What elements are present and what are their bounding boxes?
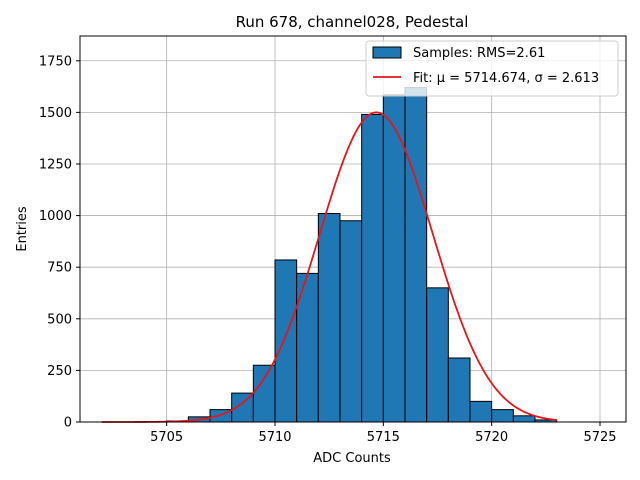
legend: Samples: RMS=2.61 Fit: μ = 5714.674, σ =…	[365, 40, 619, 97]
y-tick-label: 1250	[39, 157, 72, 172]
y-tick-label: 500	[47, 312, 72, 327]
y-tick-label: 250	[47, 364, 72, 379]
histogram-bar	[426, 287, 449, 423]
legend-box	[365, 40, 619, 97]
legend-swatch-samples	[372, 46, 402, 59]
chart-title: Run 678, channel028, Pedestal	[236, 13, 469, 31]
y-tick-label: 750	[47, 261, 72, 276]
y-tick-label: 0	[64, 416, 72, 431]
y-axis-label: Entries	[15, 206, 30, 252]
y-tick-label: 1750	[39, 54, 72, 69]
x-tick-label: 5705	[150, 430, 183, 445]
x-ticks: 5705 5710 5715 5720 5725	[150, 422, 617, 445]
x-tick-label: 5710	[258, 430, 291, 445]
histogram-bar	[512, 415, 536, 423]
histogram-bar	[339, 220, 363, 423]
histogram-bar	[317, 213, 341, 423]
histogram-bar	[361, 113, 384, 423]
histogram-bar	[252, 364, 276, 423]
x-tick-label: 5720	[475, 430, 508, 445]
x-tick-label: 5725	[583, 430, 616, 445]
histogram-bar	[491, 409, 514, 423]
y-ticks: 0 250 500 750 1000 1250 1500 1750	[39, 54, 80, 431]
fit-curve	[101, 111, 557, 423]
y-tick-label: 1500	[39, 106, 72, 121]
fit-curve-group	[101, 111, 557, 423]
histogram-bar	[469, 400, 493, 423]
histogram-bar	[404, 87, 428, 423]
x-tick-label: 5715	[367, 430, 400, 445]
plot-frame	[79, 35, 627, 423]
x-axis-label: ADC Counts	[313, 451, 391, 466]
histogram-bars	[166, 87, 558, 423]
histogram-bar	[274, 259, 298, 423]
legend-label-samples: Samples: RMS=2.61	[413, 46, 545, 61]
histogram-bar	[447, 357, 471, 423]
y-tick-label: 1000	[39, 209, 72, 224]
legend-label-fit: Fit: μ = 5714.674, σ = 2.613	[413, 71, 599, 86]
axes	[79, 35, 627, 423]
